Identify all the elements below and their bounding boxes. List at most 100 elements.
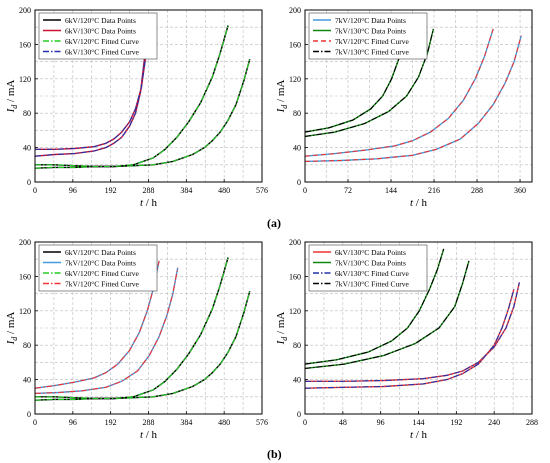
y-tick-label: 80	[293, 109, 301, 118]
y-tick-label: 120	[289, 307, 301, 316]
x-tick-label: 144	[413, 418, 425, 427]
y-tick-label: 40	[23, 376, 31, 385]
series-line-1-5	[304, 35, 522, 162]
x-tick-label: 384	[180, 418, 192, 427]
x-tick-label: 576	[256, 186, 268, 195]
x-tick-label: 144	[385, 186, 397, 195]
x-tick-label: 480	[218, 418, 230, 427]
series-line-0-1	[34, 51, 146, 157]
x-tick-label: 192	[450, 418, 462, 427]
x-axis-label: t / h	[410, 429, 428, 441]
y-tick-label: 80	[23, 341, 31, 350]
x-tick-label: 288	[143, 186, 155, 195]
y-tick-label: 0	[27, 178, 31, 187]
plot-frame	[304, 9, 533, 183]
y-tick-label: 0	[27, 410, 31, 419]
y-tick-label: 200	[289, 6, 301, 15]
y-tick-label: 160	[19, 40, 31, 49]
x-tick-label: 576	[256, 418, 268, 427]
y-tick-label: 120	[289, 75, 301, 84]
y-axis-label: Id / mA	[5, 80, 19, 114]
chart-panel-1: 0 72 144 216 288 360 0 40 80 120 160 200 t / h Id / m…	[275, 6, 533, 209]
y-tick-label: 160	[289, 272, 301, 281]
legend-label: 6kV/120°C Data Points	[65, 248, 136, 257]
series-line-0-5	[34, 25, 229, 169]
series-line-3-0	[305, 282, 521, 382]
x-tick-label: 360	[514, 186, 526, 195]
y-tick-label: 160	[19, 272, 31, 281]
y-axis-label: Id / mA	[275, 80, 289, 114]
series-line-3-2	[305, 282, 520, 382]
x-tick-label: 96	[69, 186, 77, 195]
legend-label: 7kV/120°C Data Points	[335, 16, 406, 25]
y-tick-label: 80	[293, 341, 301, 350]
x-tick-label: 0	[303, 418, 307, 427]
x-tick-label: 0	[33, 186, 37, 195]
legend-label: 6kV/120°C Data Points	[65, 16, 136, 25]
legend-label: 7kV/130°C Fitted Curve	[335, 280, 410, 289]
series-line-3-3	[304, 248, 445, 365]
x-tick-label: 48	[339, 418, 347, 427]
y-tick-label: 80	[23, 109, 31, 118]
series-line-3-4	[304, 289, 515, 389]
x-tick-label: 288	[526, 418, 538, 427]
legend-label: 6kV/130°C Data Points	[65, 27, 136, 36]
chart-panel-2: 0 96 192 288 384 480 576 0 40 80 120 160 200 t / h Id …	[5, 238, 268, 441]
series-line-0-3	[34, 51, 146, 157]
y-tick-label: 120	[19, 307, 31, 316]
legend-label: 7kV/130°C Data Points	[335, 259, 406, 268]
chart-panel-3: 0 48 96 144 192 240 288 0 40 80 120 160 200 t / h Id /…	[275, 238, 538, 441]
legend-label: 6kV/130°C Data Points	[335, 248, 406, 257]
x-tick-label: 480	[218, 186, 230, 195]
x-axis-label: t / h	[410, 197, 428, 209]
y-tick-label: 40	[293, 144, 301, 153]
legend-label: 7kV/120°C Data Points	[65, 259, 136, 268]
legend-label: 6kV/130°C Fitted Curve	[65, 48, 140, 57]
y-tick-label: 160	[289, 40, 301, 49]
series-line-3-7	[304, 260, 470, 369]
series-line-0-6	[35, 51, 148, 151]
legend-label: 6kV/130°C Fitted Curve	[335, 269, 410, 278]
y-tick-label: 40	[23, 144, 31, 153]
series-line-2-7	[34, 267, 179, 394]
y-tick-label: 200	[19, 6, 31, 15]
y-axis-label: Id / mA	[5, 312, 19, 346]
chart-panel-0: 0 96 192 288 384 480 576 0 40 80 120 160 200 t / h Id …	[5, 6, 268, 209]
x-tick-label: 192	[105, 418, 117, 427]
series-line-0-2	[35, 58, 251, 168]
legend-label: 7kV/120°C Fitted Curve	[335, 37, 410, 46]
series-line-3-5	[304, 289, 515, 389]
x-tick-label: 216	[428, 186, 440, 195]
legend-label: 7kV/130°C Data Points	[335, 27, 406, 36]
x-tick-label: 96	[69, 418, 77, 427]
x-tick-label: 384	[180, 186, 192, 195]
y-tick-label: 200	[289, 238, 301, 247]
x-tick-label: 0	[33, 418, 37, 427]
legend-label: 7kV/130°C Fitted Curve	[335, 48, 410, 57]
series-line-1-2	[304, 28, 494, 157]
x-tick-label: 192	[105, 186, 117, 195]
x-tick-label: 288	[471, 186, 483, 195]
panel-label-a: (a)	[267, 216, 281, 230]
legend-label: 6kV/120°C Fitted Curve	[65, 269, 140, 278]
y-tick-label: 200	[19, 238, 31, 247]
x-tick-label: 240	[488, 418, 500, 427]
legend-label: 7kV/120°C Fitted Curve	[65, 280, 140, 289]
x-axis-label: t / h	[140, 429, 158, 441]
panel-label-b: (b)	[267, 447, 282, 461]
x-tick-label: 288	[143, 418, 155, 427]
x-tick-label: 0	[303, 186, 307, 195]
x-tick-label: 96	[377, 418, 385, 427]
x-tick-label: 72	[344, 186, 352, 195]
series-line-2-1	[34, 260, 160, 389]
legend-label: 6kV/120°C Fitted Curve	[65, 37, 140, 46]
y-tick-label: 0	[297, 410, 301, 419]
y-axis-label: Id / mA	[275, 312, 289, 346]
series-line-2-5	[35, 290, 251, 400]
series-line-2-4	[35, 290, 251, 400]
y-tick-label: 120	[19, 75, 31, 84]
y-tick-label: 0	[297, 178, 301, 187]
x-axis-label: t / h	[140, 197, 158, 209]
y-tick-label: 40	[293, 376, 301, 385]
